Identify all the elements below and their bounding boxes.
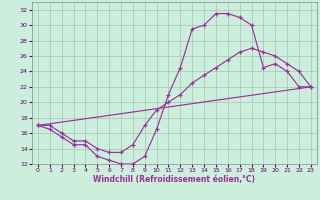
X-axis label: Windchill (Refroidissement éolien,°C): Windchill (Refroidissement éolien,°C) [93, 175, 255, 184]
